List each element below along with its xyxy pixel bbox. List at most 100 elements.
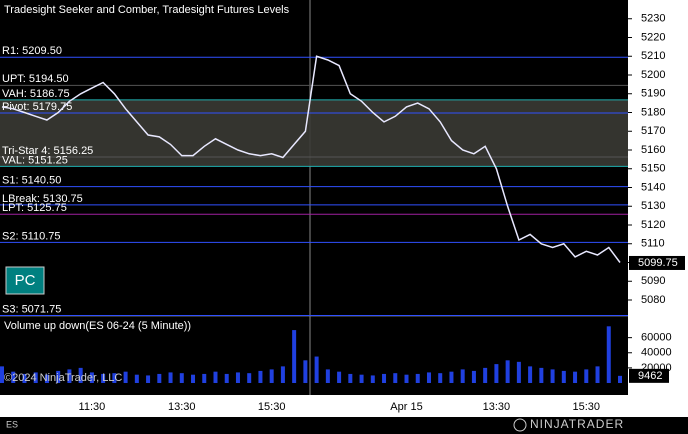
volume-bar [314, 356, 319, 383]
price-axis-bg [628, 0, 688, 395]
last-volume-label: 9462 [638, 370, 662, 382]
plot: R1: 5209.50 UPT: 5194.50 VAH: 5186.75Pivot… [0, 13, 672, 413]
time-axis-bg [0, 395, 688, 417]
volume-bar [359, 374, 364, 383]
y-tick-label: 5160 [641, 144, 665, 156]
y-tick-label: 5080 [641, 294, 665, 306]
x-tick-label: 13:30 [483, 401, 511, 413]
chart-title: Tradesight Seeker and Comber, Tradesight… [4, 4, 290, 16]
y-tick-label: 5130 [641, 200, 665, 212]
volume-bar [168, 372, 173, 383]
x-tick-label: 13:30 [168, 401, 196, 413]
y-tick-label: 5090 [641, 275, 665, 287]
last-volume-box [629, 368, 669, 383]
volume-bar [56, 370, 61, 383]
volume-bar [269, 369, 274, 383]
level-label: S3: 5071.75 [2, 303, 61, 315]
level-label: R1: 5209.50 [2, 45, 62, 57]
volume-bar [134, 374, 139, 383]
y-tick-label: 5120 [641, 219, 665, 231]
level-label: LBreak: 5130.75 [2, 193, 83, 205]
volume-bar [157, 373, 162, 383]
volume-bar [213, 371, 218, 383]
volume-bar [224, 373, 229, 383]
volume-bar [337, 371, 342, 383]
volume-bar [415, 373, 420, 383]
volume-bar [123, 371, 128, 383]
price-line [1, 55, 621, 263]
y-tick-label: 5210 [641, 50, 665, 62]
volume-bar [370, 375, 375, 383]
volume-bar [606, 326, 611, 383]
volume-bar [438, 373, 443, 383]
level-label: Pivot: 5179.75 [2, 101, 72, 113]
y-tick-label: 60000 [641, 332, 672, 344]
volume-bar [67, 369, 72, 383]
volume-bar [101, 373, 106, 383]
pc-button[interactable] [5, 266, 45, 295]
volume-bar [393, 373, 398, 383]
volume-bar [258, 370, 263, 383]
y-tick-label: 40000 [641, 347, 672, 359]
volume-bar [112, 373, 117, 383]
level-label: UPT: 5194.50 [2, 73, 69, 85]
volume-bar [539, 367, 544, 383]
volume-bar [561, 370, 566, 383]
volume-bar [483, 367, 488, 383]
volume-bar [471, 370, 476, 383]
volume-bar [22, 373, 27, 383]
volume-bar [618, 375, 622, 383]
volume-bar [247, 373, 252, 383]
volume-bar [348, 373, 353, 383]
volume-bar [573, 371, 578, 383]
volume-bar [516, 361, 521, 383]
volume-bar [11, 371, 16, 383]
y-tick-label: 5200 [641, 69, 665, 81]
volume-bar [235, 372, 240, 383]
x-tick-label: 15:30 [258, 401, 286, 413]
volume-bar [325, 369, 330, 383]
volume-bar [494, 364, 499, 383]
copyright: ©2024 NinjaTrader, LLC [4, 372, 122, 384]
level-label: VAH: 5186.75 [2, 88, 70, 100]
instrument: ES [6, 419, 18, 429]
level-label: S2: 5110.75 [2, 230, 61, 242]
level-label: Tri-Star 4: 5156.25 [2, 145, 93, 157]
x-tick-label: Apr 15 [390, 401, 422, 413]
volume-bar [292, 330, 297, 383]
volume-bar [382, 373, 387, 383]
x-tick-label: 15:30 [573, 401, 601, 413]
y-tick-label: 5150 [641, 163, 665, 175]
pc-button-label[interactable]: PC [15, 272, 36, 289]
level-label: VAL: 5151.25 [2, 154, 68, 166]
volume-bar [460, 369, 465, 383]
y-tick-label: 5110 [641, 238, 665, 250]
y-tick-label: 5180 [641, 106, 665, 118]
logo-icon [513, 418, 527, 432]
volume-bar [0, 366, 4, 383]
y-tick-label: 5220 [641, 31, 665, 43]
volume-bar [404, 374, 409, 383]
y-tick-label: 5140 [641, 181, 665, 193]
volume-bar [584, 369, 589, 383]
brand: NINJATRADER [530, 417, 624, 431]
volume-bar [44, 374, 49, 383]
volume-bar [505, 360, 510, 383]
last-price-box [629, 255, 685, 270]
volume-bar [78, 367, 83, 383]
level-label: LPT: 5125.75 [2, 202, 67, 214]
volume-bar [595, 366, 600, 383]
volume-bar [426, 372, 431, 383]
volume-bar [528, 366, 533, 383]
volume-bar [179, 373, 184, 383]
volume-bar [202, 373, 207, 383]
y-tick-label: 5190 [641, 88, 665, 100]
y-tick-label: 5170 [641, 125, 665, 137]
volume-bar [146, 375, 151, 383]
volume-bar [550, 369, 555, 383]
volume-title: Volume up down(ES 06-24 (5 Minute)) [4, 320, 191, 332]
volume-bar [303, 360, 308, 383]
y-tick-label: 5230 [641, 13, 665, 25]
value-area [0, 99, 628, 167]
